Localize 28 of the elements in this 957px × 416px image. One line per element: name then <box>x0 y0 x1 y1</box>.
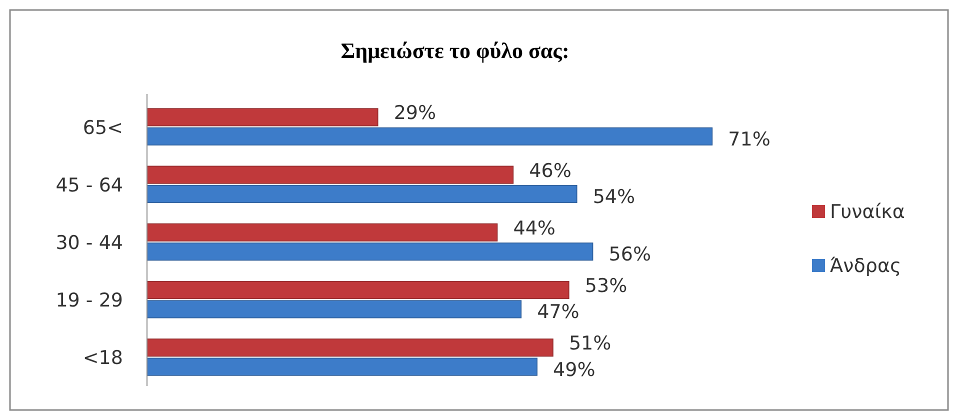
data-label: 44% <box>513 217 556 240</box>
data-label: 71% <box>728 128 770 150</box>
y-tick-label: 30 - 44 <box>56 232 123 254</box>
bar <box>146 166 514 184</box>
bar <box>146 280 570 300</box>
bar <box>146 242 594 261</box>
data-label: 47% <box>537 301 580 324</box>
y-tick-label: 45 - 64 <box>56 174 123 196</box>
bar <box>146 338 554 357</box>
data-label: 46% <box>529 160 572 182</box>
data-label: 49% <box>553 358 596 381</box>
data-label: 53% <box>584 275 628 297</box>
data-label: 56% <box>608 244 652 266</box>
bar <box>146 358 538 376</box>
chart-title: Σημειώστε το φύλο σας: <box>340 38 570 63</box>
y-tick-label: <18 <box>82 347 123 370</box>
bar <box>146 127 713 146</box>
legend-label: Άνδρας <box>830 255 902 277</box>
legend-label: Γυναίκα <box>830 201 905 223</box>
data-label: 54% <box>592 186 636 208</box>
y-tick-label: 19 - 29 <box>56 290 123 312</box>
bar <box>146 108 378 126</box>
data-label: 51% <box>568 332 612 355</box>
data-label: 29% <box>394 102 436 124</box>
y-tick-label: 65< <box>82 116 123 139</box>
bar <box>146 223 498 242</box>
bar <box>146 300 522 318</box>
bar <box>146 184 578 204</box>
